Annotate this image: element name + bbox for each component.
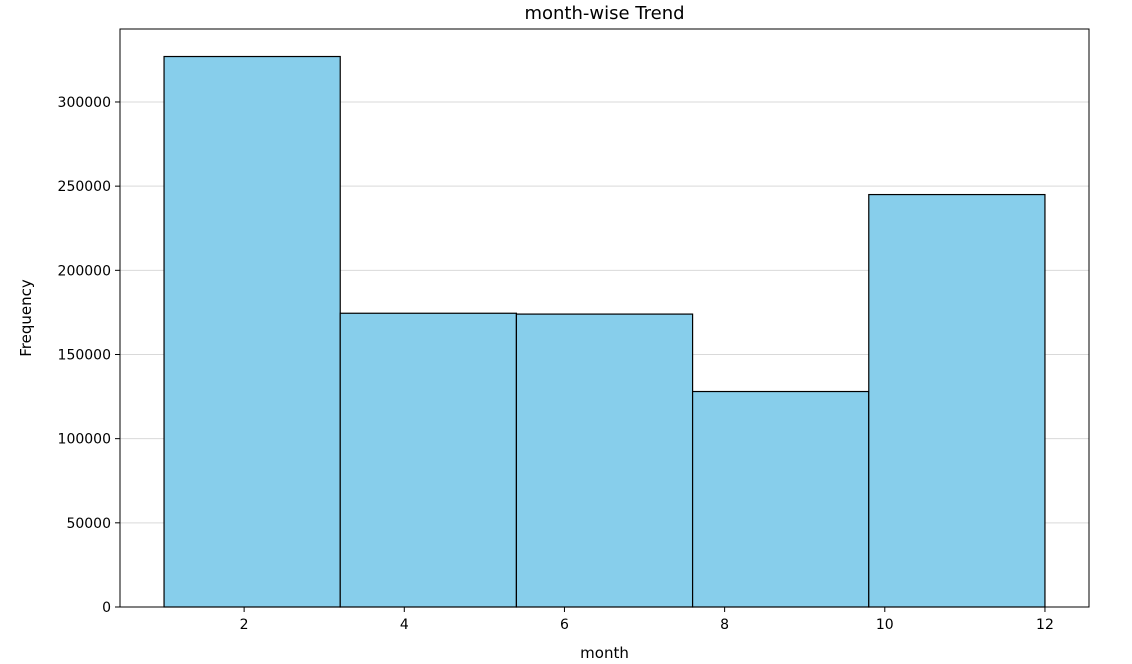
x-axis: 2 4 6 8 10 12 bbox=[240, 607, 1054, 633]
x-tick-label: 6 bbox=[560, 617, 569, 633]
x-axis-label: month bbox=[580, 644, 629, 662]
x-tick-label: 8 bbox=[720, 617, 729, 633]
y-axis-label: Frequency bbox=[17, 279, 35, 357]
x-tick-label: 4 bbox=[400, 617, 409, 633]
y-tick-label: 100000 bbox=[58, 432, 111, 448]
y-tick-label: 0 bbox=[102, 600, 111, 616]
plot-frame bbox=[119, 28, 1090, 608]
histogram-bar bbox=[515, 313, 694, 608]
y-tick-label: 300000 bbox=[58, 95, 111, 111]
x-tick-label: 12 bbox=[1036, 617, 1054, 633]
y-axis: 0 50000 100000 150000 200000 250000 300000 bbox=[58, 95, 120, 616]
x-tick-label: 10 bbox=[876, 617, 894, 633]
histogram-bar bbox=[339, 312, 518, 608]
histogram-bar bbox=[691, 390, 870, 608]
histogram-bar bbox=[163, 55, 341, 608]
bars-layer bbox=[163, 55, 1046, 608]
y-tick-label: 200000 bbox=[58, 263, 111, 279]
y-tick-label: 50000 bbox=[66, 516, 111, 532]
y-tick-label: 150000 bbox=[58, 347, 111, 363]
chart-title: month-wise Trend bbox=[524, 3, 684, 24]
y-tick-label: 250000 bbox=[58, 179, 111, 195]
histogram-bar bbox=[868, 193, 1046, 608]
x-tick-label: 2 bbox=[240, 617, 249, 633]
